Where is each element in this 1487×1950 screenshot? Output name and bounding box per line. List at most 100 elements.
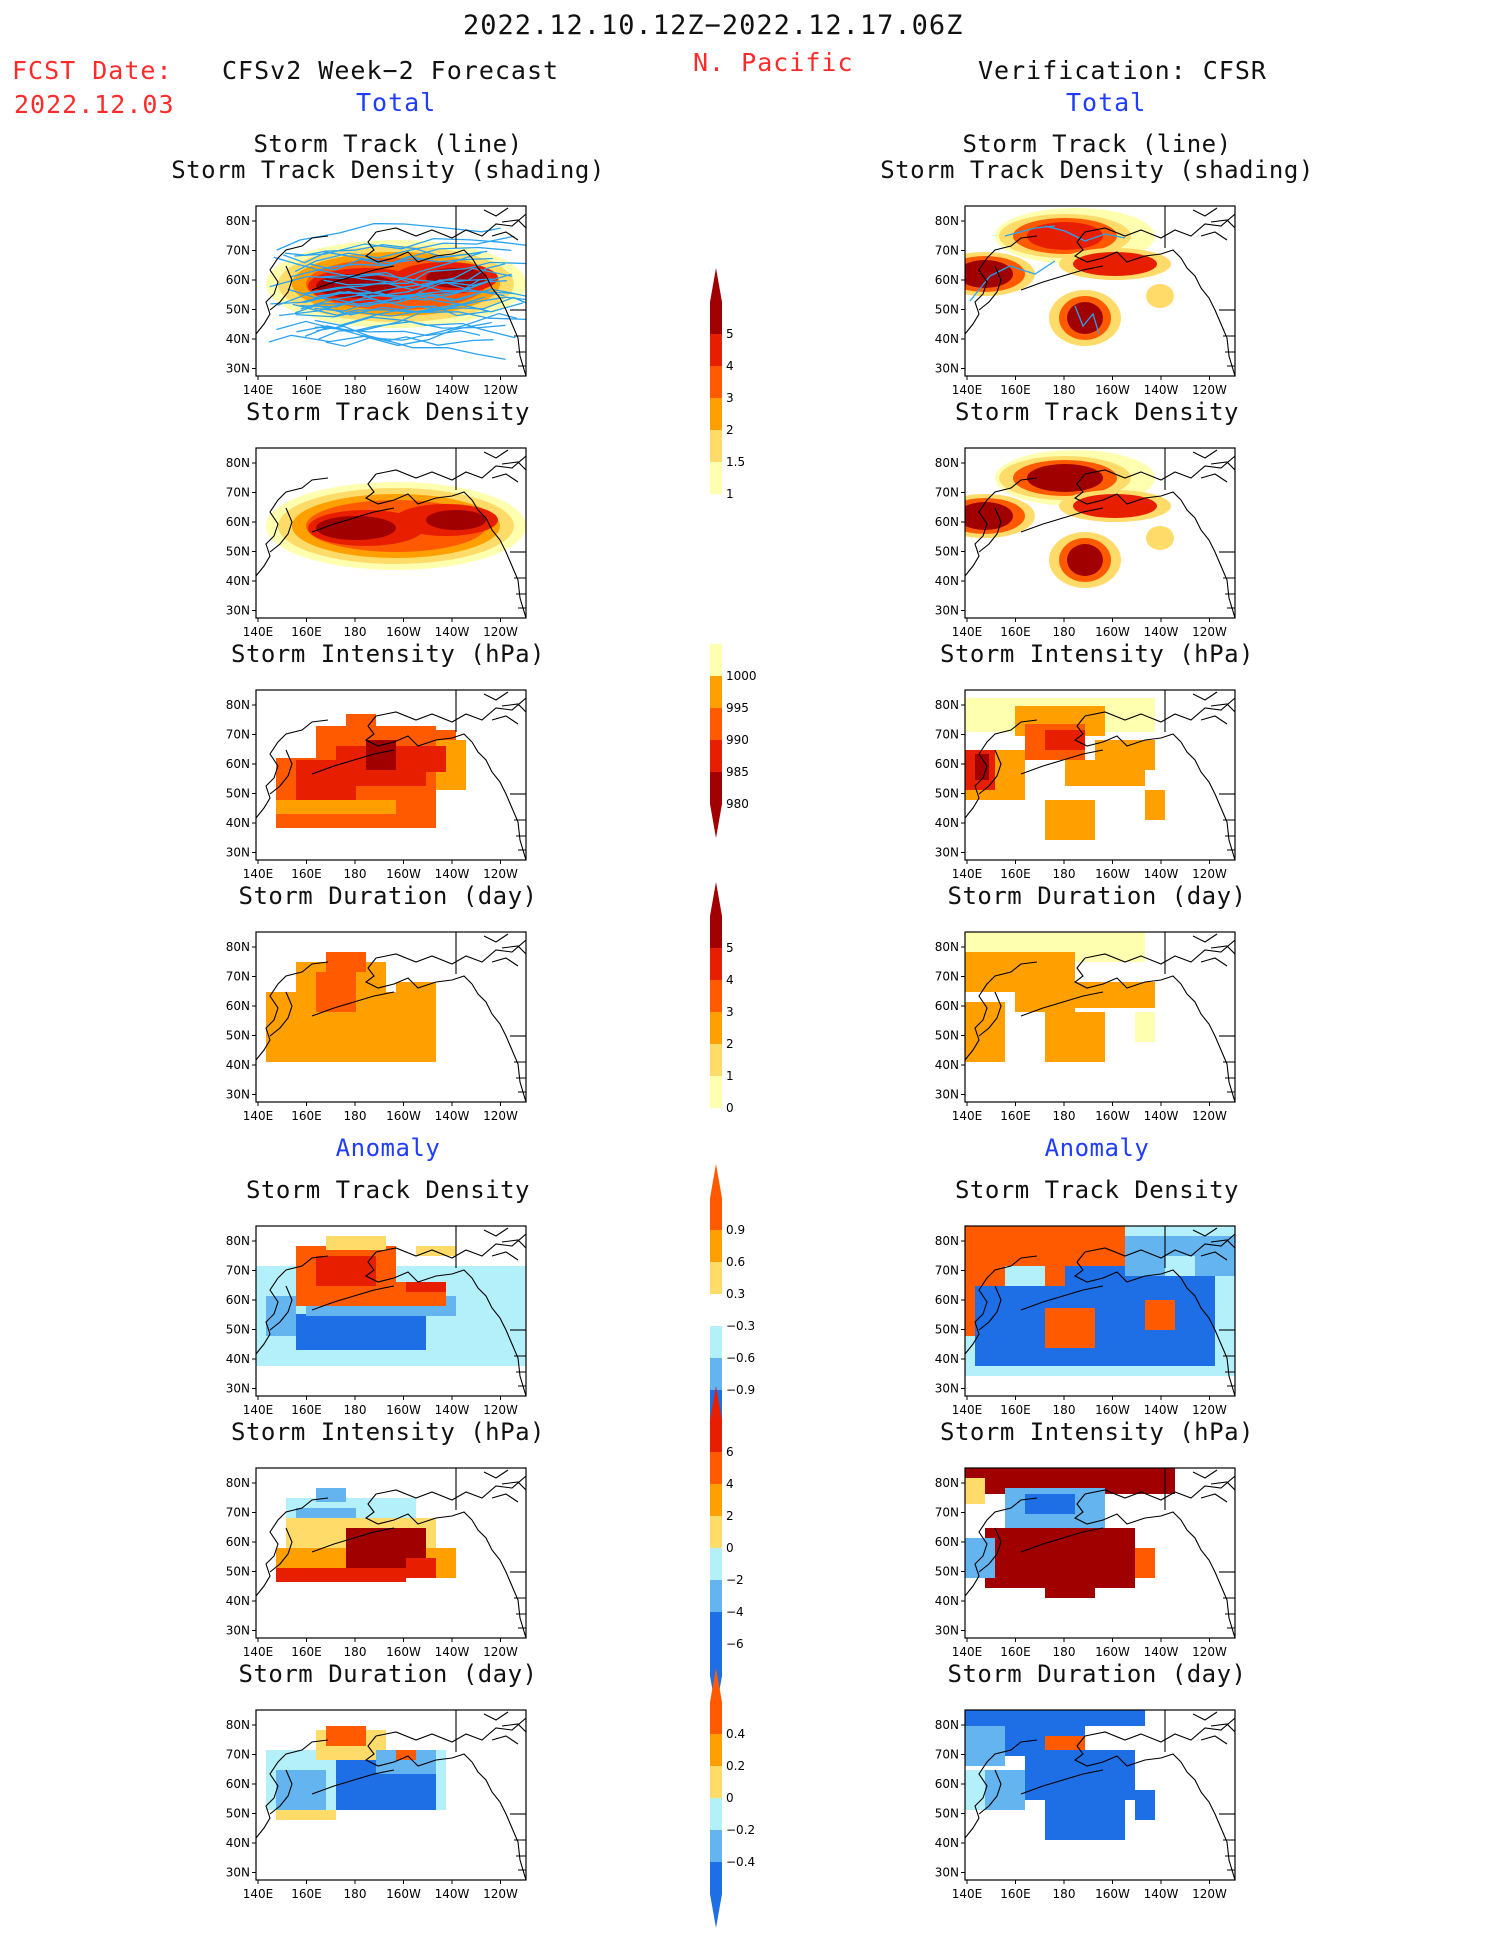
grid-cell-block	[1135, 1548, 1155, 1578]
lon-tick-label: 140W	[435, 1887, 470, 1901]
lat-tick-label: 80N	[226, 456, 250, 470]
lat-tick-label: 70N	[935, 486, 959, 500]
lon-tick-label: 120W	[1192, 383, 1227, 397]
lon-tick-label: 140E	[243, 383, 274, 397]
colorbar-segment	[710, 740, 722, 772]
lon-tick-label: 140E	[243, 1109, 274, 1123]
title-track-shading-right: Storm Track Density (shading)	[880, 156, 1314, 184]
storm-track-lines	[268, 222, 526, 361]
lon-tick-label: 140W	[435, 383, 470, 397]
lon-tick-label: 160W	[386, 1109, 421, 1123]
grid-cell-block	[316, 1488, 346, 1502]
intensity-verification-svg: 80N 70N 60N 50N 40N 30N 140E 160E 180 160W 140W 120…	[935, 689, 1236, 881]
lat-tick-label: 30N	[935, 362, 959, 376]
lon-tick-label: 160E	[1000, 1645, 1031, 1659]
map-frame	[255, 1709, 527, 1881]
lat-tick-label: 30N	[935, 1624, 959, 1638]
storm-track-line	[317, 272, 526, 297]
colorbar-segment	[710, 1326, 722, 1358]
lat-tick-label: 80N	[935, 1718, 959, 1732]
lat-tick-label: 50N	[935, 1323, 959, 1337]
lon-tick-label: 140W	[435, 867, 470, 881]
storm-track-line	[296, 325, 506, 361]
density-shading	[1027, 464, 1103, 492]
grid-cell-block	[965, 1710, 1145, 1726]
storm-track-line	[294, 289, 491, 314]
colorbar-label: −0.9	[726, 1383, 755, 1397]
anom-duration-verification-svg: 80N 70N 60N 50N 40N 30N 140E 160E 180 160W 140W 120…	[935, 1709, 1236, 1901]
grid-cell-block	[406, 1282, 446, 1292]
colorbar-label: 0.6	[726, 1255, 745, 1269]
lat-tick-label: 40N	[226, 1058, 250, 1072]
lon-tick-label: 140W	[1144, 867, 1179, 881]
storm-track-line	[304, 273, 512, 295]
lat-tick-label: 60N	[935, 515, 959, 529]
colorbar-arrow-bottom	[710, 1894, 722, 1928]
colorbar-segment	[710, 1198, 722, 1230]
colorbar-segment	[710, 1734, 722, 1766]
title-density-right: Storm Track Density	[954, 398, 1240, 426]
storm-track-line	[279, 298, 490, 317]
lon-tick-label: 120W	[1192, 867, 1227, 881]
lat-tick-label: 40N	[226, 1836, 250, 1850]
lon-tick-label: 180	[344, 1645, 367, 1659]
lat-tick-label: 60N	[935, 1293, 959, 1307]
map-intensity-verification: 80N 70N 60N 50N 40N 30N 140E 160E 180 160W 140W 120…	[921, 682, 1251, 894]
lon-tick-label: 160W	[386, 867, 421, 881]
lat-tick-label: 80N	[935, 1234, 959, 1248]
map-anom-intensity-forecast: 80N 70N 60N 50N 40N 30N 140E 160E 180 160W 140W 120…	[212, 1460, 542, 1672]
map-frame	[964, 1709, 1236, 1881]
lat-tick-label: 40N	[935, 1058, 959, 1072]
anom-density-forecast-svg: 80N 70N 60N 50N 40N 30N 140E 160E 180 160W 140W 120…	[226, 1225, 527, 1417]
lon-tick-label: 140W	[1144, 1887, 1179, 1901]
lat-tick-label: 30N	[226, 1624, 250, 1638]
lat-tick-label: 70N	[226, 244, 250, 258]
density-forecast-svg: 80N 70N 60N 50N 40N 30N 140E 160E 180 160W 140W 120…	[226, 447, 527, 639]
lon-tick-label: 120W	[1192, 1109, 1227, 1123]
lat-tick-label: 60N	[226, 999, 250, 1013]
lat-tick-label: 30N	[935, 1866, 959, 1880]
grid-cell-block	[965, 1726, 1005, 1766]
track-forecast-axes: 80N 70N 60N 50N 40N 30N 140E 160E 180 160W 140W 120…	[226, 214, 518, 397]
map-anom-density-verification: 80N 70N 60N 50N 40N 30N 140E 160E 180 160W 140W 120…	[921, 1218, 1251, 1430]
colorbar-label: −0.2	[726, 1823, 755, 1837]
grid-cell-block	[1145, 1300, 1175, 1330]
lon-tick-label: 140W	[435, 1109, 470, 1123]
density-shading	[1067, 544, 1103, 576]
title-track-shading-left: Storm Track Density (shading)	[171, 156, 605, 184]
lat-tick-label: 50N	[226, 1323, 250, 1337]
lat-tick-label: 70N	[226, 1506, 250, 1520]
colorbar-arrow-top	[710, 268, 722, 302]
colorbar-segment	[710, 398, 722, 430]
lat-tick-label: 70N	[226, 486, 250, 500]
density-shading	[1027, 222, 1103, 250]
lon-tick-label: 160W	[386, 1403, 421, 1417]
lon-tick-label: 140E	[952, 1887, 983, 1901]
grid-cell-block	[1045, 1800, 1125, 1840]
lon-tick-label: 120W	[483, 625, 518, 639]
lon-tick-label: 140W	[435, 1403, 470, 1417]
lon-tick-label: 160E	[291, 383, 322, 397]
map-frame	[964, 205, 1236, 377]
lon-tick-label: 140E	[952, 1403, 983, 1417]
lon-tick-label: 180	[1053, 383, 1076, 397]
grid-cell-block	[406, 746, 446, 772]
lon-tick-label: 160E	[1000, 867, 1031, 881]
storm-track-line	[1044, 225, 1126, 242]
grid-cell-block	[1045, 1042, 1105, 1062]
cb6-svg: 0.4 0.2 0 −0.2 −0.4	[710, 1668, 755, 1928]
lat-tick-label: 40N	[935, 1836, 959, 1850]
storm-track-line	[314, 296, 526, 326]
colorbar-label: 995	[726, 701, 749, 715]
grid-cell-block	[296, 1314, 426, 1350]
lon-tick-label: 120W	[483, 383, 518, 397]
lon-tick-label: 160W	[1095, 1887, 1130, 1901]
lon-tick-label: 160W	[1095, 625, 1130, 639]
grid-cell-block	[1045, 730, 1085, 750]
colorbar-label: 0.2	[726, 1759, 745, 1773]
map-frame	[255, 1467, 527, 1639]
lon-tick-label: 120W	[483, 867, 518, 881]
lon-tick-label: 120W	[483, 1887, 518, 1901]
grid-cell-block	[316, 1256, 376, 1286]
lat-tick-label: 70N	[226, 1264, 250, 1278]
